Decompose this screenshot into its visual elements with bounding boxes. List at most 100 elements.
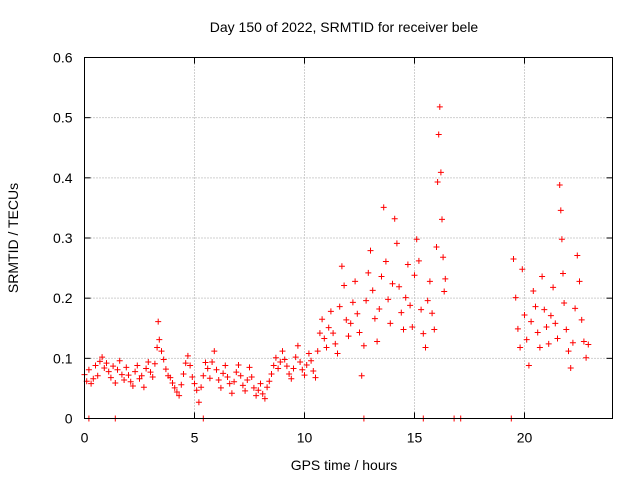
data-point	[213, 366, 220, 373]
y-tick-label: 0.4	[53, 170, 73, 186]
data-point	[396, 283, 403, 290]
data-point	[343, 316, 350, 323]
plot-frame	[84, 57, 613, 419]
data-point	[433, 244, 440, 251]
data-point	[349, 299, 356, 306]
data-point	[422, 344, 429, 351]
data-point	[539, 273, 546, 280]
data-point	[312, 374, 319, 381]
data-point	[316, 330, 323, 337]
data-point	[264, 384, 271, 391]
data-point	[413, 236, 420, 243]
data-point	[534, 329, 541, 336]
data-point	[250, 384, 257, 391]
data-point	[424, 297, 431, 304]
data-point	[327, 308, 334, 315]
data-point	[294, 342, 301, 349]
data-point	[290, 365, 297, 372]
data-point	[257, 380, 264, 387]
data-point	[220, 370, 227, 377]
data-point	[158, 348, 165, 355]
data-point	[143, 365, 150, 372]
data-point	[420, 330, 427, 337]
data-point	[147, 369, 154, 376]
data-point	[167, 374, 174, 381]
data-point	[195, 399, 202, 406]
data-point	[123, 364, 130, 371]
data-point	[237, 372, 244, 379]
y-tick-label: 0.6	[53, 50, 73, 66]
data-point	[171, 384, 178, 391]
data-point	[297, 358, 304, 365]
data-point	[528, 318, 535, 325]
data-point	[404, 261, 411, 268]
data-point	[378, 273, 385, 280]
data-point	[149, 373, 156, 380]
data-point	[121, 376, 128, 383]
data-point	[576, 278, 583, 285]
data-point	[536, 344, 543, 351]
data-point	[439, 216, 445, 223]
data-point	[114, 366, 121, 373]
data-point	[391, 215, 398, 222]
data-point	[400, 326, 407, 333]
data-point	[281, 356, 288, 363]
data-point	[321, 335, 328, 342]
data-point	[341, 282, 348, 289]
data-point	[371, 315, 378, 322]
data-point	[352, 278, 359, 285]
data-point	[325, 324, 332, 331]
data-point	[385, 296, 392, 303]
data-point	[574, 252, 581, 259]
data-point	[360, 342, 367, 349]
data-point	[569, 339, 576, 346]
data-point	[94, 372, 101, 379]
data-point	[557, 207, 564, 214]
data-point	[224, 373, 231, 380]
data-point	[235, 361, 242, 368]
data-point	[323, 344, 330, 351]
data-point	[347, 320, 354, 327]
data-points	[81, 103, 592, 422]
data-point	[565, 348, 572, 355]
data-point	[204, 365, 211, 372]
data-point	[308, 357, 315, 364]
data-point	[561, 299, 568, 306]
data-point	[336, 303, 343, 310]
data-point	[255, 387, 262, 394]
data-point	[99, 354, 106, 361]
data-point	[411, 272, 418, 279]
data-point	[270, 362, 277, 369]
data-point	[367, 247, 374, 254]
data-point	[138, 372, 145, 379]
data-point	[226, 380, 233, 387]
data-point	[239, 382, 246, 389]
data-point	[116, 357, 123, 364]
data-point	[578, 316, 585, 323]
data-point	[567, 364, 574, 371]
data-point	[554, 335, 561, 342]
y-tick-label: 0.3	[53, 230, 73, 246]
data-point	[426, 278, 433, 285]
y-tick-label: 0.2	[53, 290, 73, 306]
data-point	[517, 344, 524, 351]
x-tick-label: 20	[517, 430, 533, 446]
data-point	[279, 348, 286, 355]
data-point	[436, 103, 443, 110]
data-point	[547, 312, 554, 319]
data-point	[268, 370, 275, 377]
data-point	[193, 387, 200, 394]
data-point	[228, 390, 235, 397]
data-point	[266, 378, 273, 385]
data-point	[543, 324, 550, 331]
y-tick-label: 0.1	[53, 350, 73, 366]
data-point	[180, 370, 187, 377]
data-point	[376, 305, 383, 312]
data-point	[182, 360, 189, 367]
y-axis-label: SRMTID / TECUs	[5, 183, 21, 293]
data-point	[134, 362, 141, 369]
data-point	[580, 338, 587, 345]
data-point	[242, 387, 249, 394]
data-point	[259, 390, 266, 397]
